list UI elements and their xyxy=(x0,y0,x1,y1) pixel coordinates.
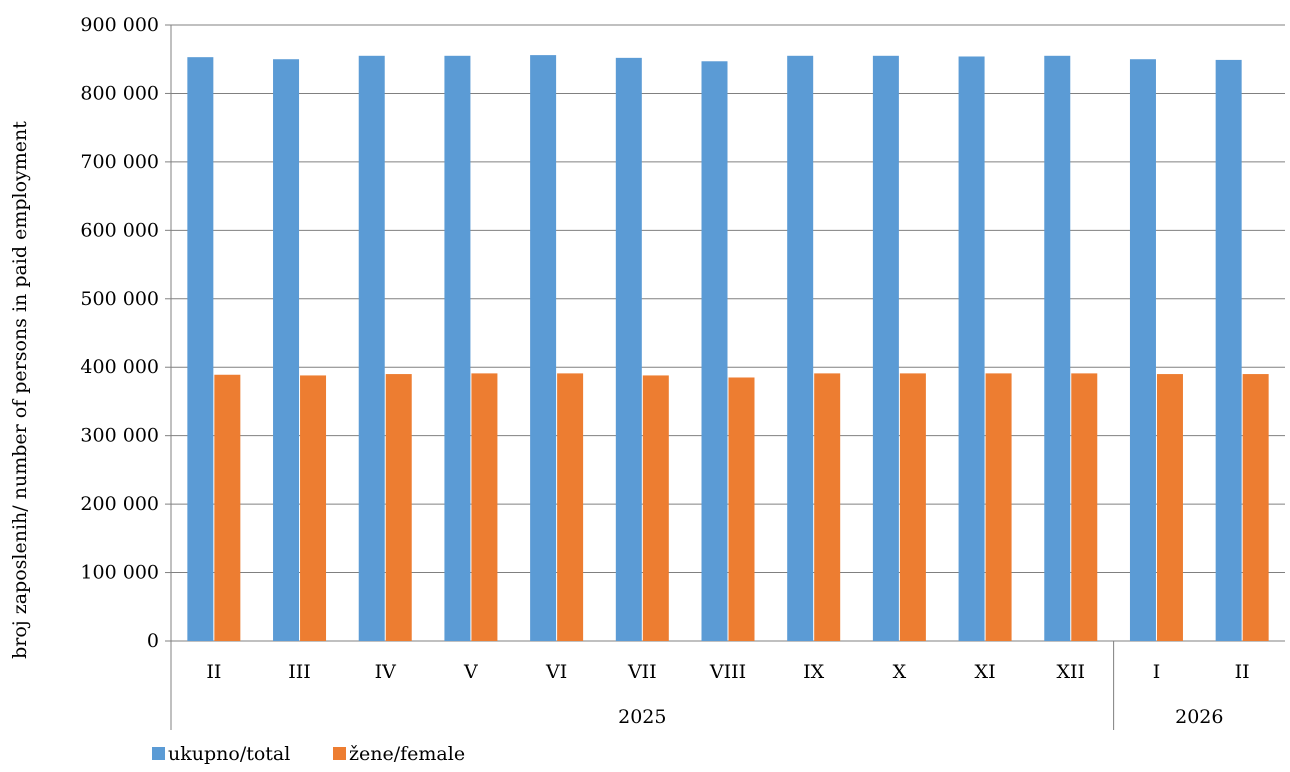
bar-total xyxy=(1215,59,1242,641)
x-category-labels: II III IV V VI VII VIII IX X XI XII I II xyxy=(206,661,1249,683)
bar-total xyxy=(701,61,728,641)
bar-total xyxy=(187,57,214,642)
bar-total xyxy=(358,55,385,642)
bar-female xyxy=(1071,373,1098,641)
bars-group xyxy=(187,55,1269,642)
bar-female xyxy=(300,375,327,641)
bar-female xyxy=(385,374,412,641)
x-category-label: IV xyxy=(375,661,397,683)
legend-swatch xyxy=(333,747,346,760)
y-tick-label: 900 000 xyxy=(80,14,159,36)
bar-total xyxy=(615,57,642,641)
x-category-label: XII xyxy=(1056,661,1085,683)
bar-female xyxy=(728,377,755,641)
y-tick-label: 200 000 xyxy=(80,493,159,515)
y-tick-label: 700 000 xyxy=(80,151,159,173)
bar-female xyxy=(642,375,669,641)
bar-total xyxy=(273,59,300,641)
bar-female xyxy=(1242,374,1269,641)
bar-total xyxy=(444,55,471,642)
bar-total xyxy=(958,56,985,642)
x-category-label: VII xyxy=(627,661,657,683)
legend: ukupno/total žene/female xyxy=(152,743,465,765)
x-category-label: VIII xyxy=(709,661,746,683)
x-category-label: V xyxy=(463,661,478,683)
bar-female xyxy=(814,373,841,641)
x-group-labels: 2025 2026 xyxy=(618,641,1223,730)
bar-total xyxy=(787,55,814,642)
y-tick-labels: 0 100 000 200 000 300 000 400 000 500 000 600 … xyxy=(80,14,171,652)
bar-female xyxy=(985,373,1012,641)
legend-swatch xyxy=(152,747,165,760)
x-group-label: 2026 xyxy=(1175,706,1223,728)
bar-female xyxy=(557,373,584,641)
gridlines xyxy=(171,24,1285,642)
legend-label: ukupno/total xyxy=(168,743,290,765)
x-category-label: I xyxy=(1153,661,1161,683)
x-category-label: X xyxy=(893,661,907,683)
bar-female xyxy=(214,374,241,641)
y-tick-label: 500 000 xyxy=(80,288,159,310)
y-tick-label: 600 000 xyxy=(80,219,159,241)
x-category-label: III xyxy=(288,661,311,683)
x-category-label: XI xyxy=(975,661,996,683)
bar-total xyxy=(1044,55,1071,642)
bar-female xyxy=(899,373,926,641)
y-tick-label: 100 000 xyxy=(80,562,159,584)
y-tick-label: 300 000 xyxy=(80,425,159,447)
x-category-label: II xyxy=(206,661,221,683)
bar-total xyxy=(530,55,557,642)
y-tick-label: 400 000 xyxy=(80,356,159,378)
x-category-label: II xyxy=(1235,661,1250,683)
y-tick-label: 800 000 xyxy=(80,82,159,104)
bar-total xyxy=(1129,59,1156,641)
bar-female xyxy=(471,373,498,641)
y-axis-label: broj zaposlenih/ number of persons in pa… xyxy=(9,121,31,659)
x-group-label: 2025 xyxy=(618,706,666,728)
x-category-label: VI xyxy=(545,661,567,683)
x-category-label: IX xyxy=(803,661,825,683)
bar-total xyxy=(872,55,899,642)
legend-label: žene/female xyxy=(349,743,465,765)
y-tick-label: 0 xyxy=(147,630,159,652)
bar-female xyxy=(1156,374,1183,641)
